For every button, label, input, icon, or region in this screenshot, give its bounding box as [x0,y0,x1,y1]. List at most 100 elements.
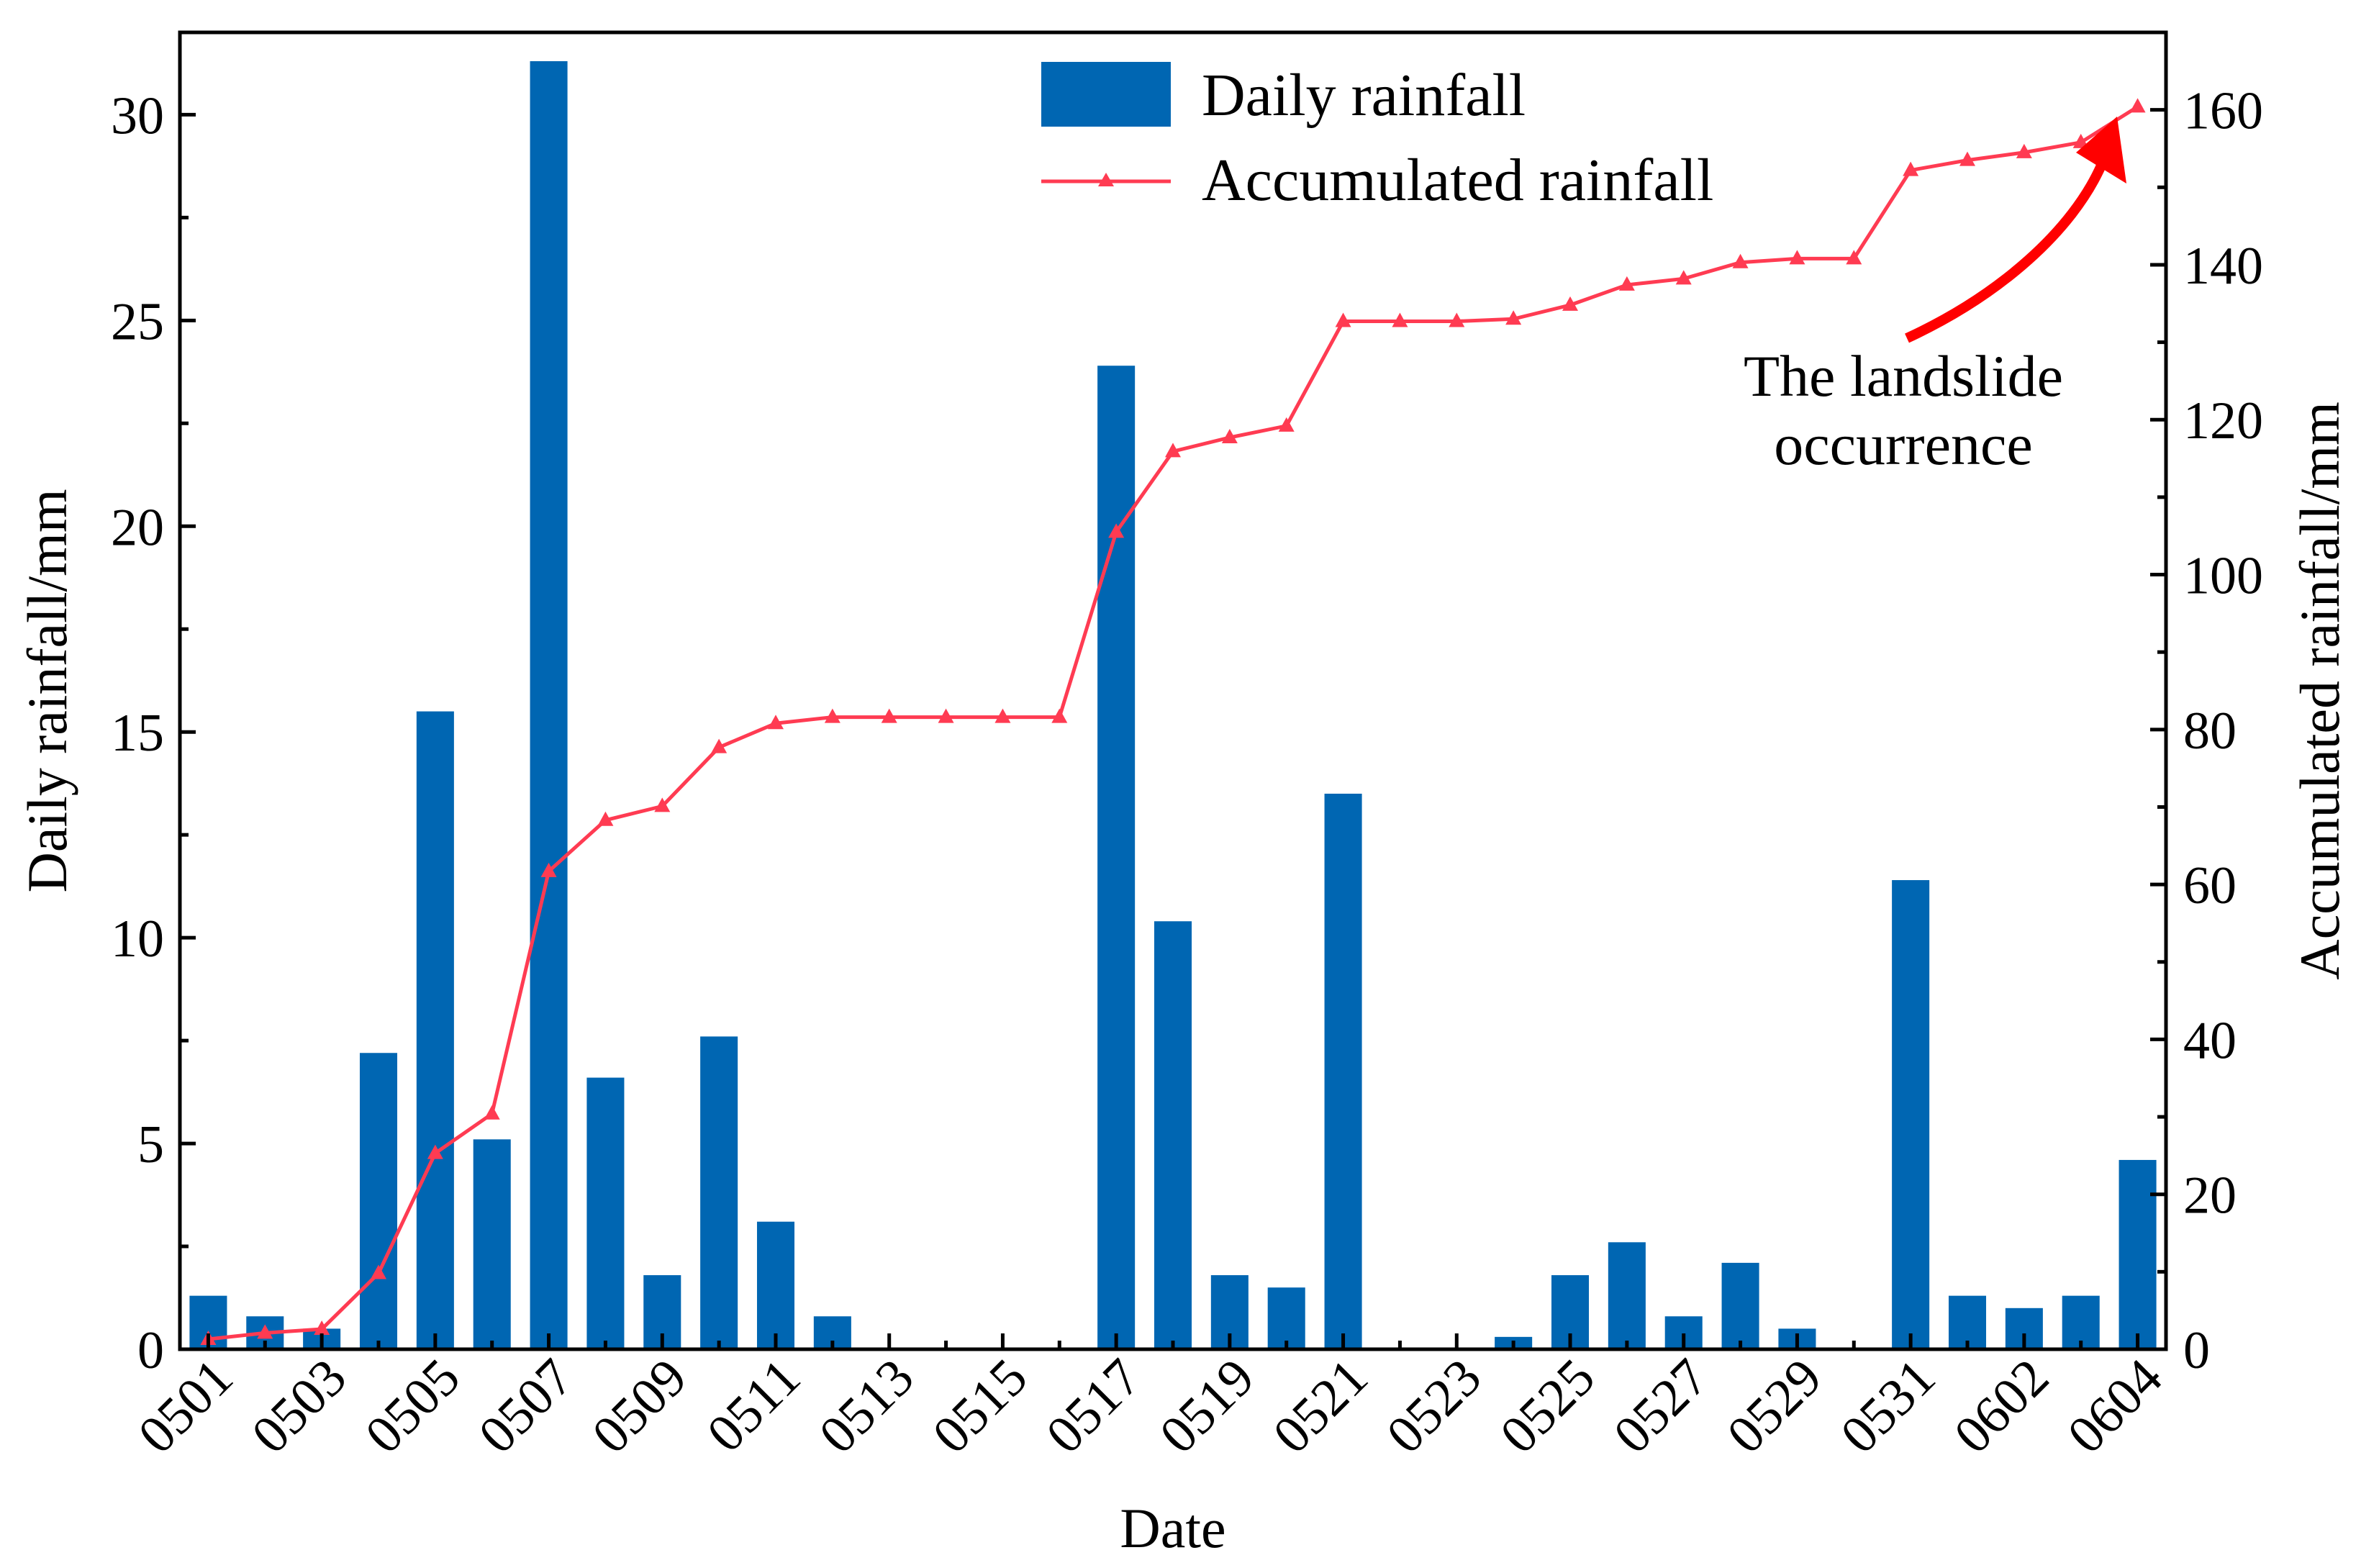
bar-0603 [2062,1295,2100,1349]
right-axis-ticks: 0 20 40 60 80 100 120 140 160 [2150,82,2263,1380]
y2-axis-title: Accumulated rainfall/mm [2288,402,2351,980]
point-0518 [1165,443,1181,458]
point-0520 [1278,417,1295,432]
point-0525 [1562,296,1578,311]
y2-tick-label: 60 [2183,856,2237,915]
y-axis-title: Daily rainfall/mm [16,489,78,892]
point-0529 [1789,250,1805,265]
point-0601 [1959,151,1975,166]
bar-0604 [2119,1159,2157,1349]
bar-0506 [473,1139,511,1349]
legend-label-daily: Daily rainfall [1202,62,1526,129]
point-0524 [1505,310,1522,325]
point-0527 [1675,270,1692,285]
y2-tick-label: 0 [2183,1321,2210,1380]
bar-0511 [756,1221,795,1349]
x-tick-label: 0529 [1716,1348,1834,1465]
legend-label-accumulated: Accumulated rainfall [1202,147,1713,214]
point-0531 [1903,161,1919,176]
line-series [200,98,2146,1346]
y2-tick-label: 100 [2183,547,2263,606]
bar-0510 [700,1036,738,1349]
point-0504 [371,1264,386,1279]
y-tick-label: 5 [137,1115,164,1174]
legend: Daily rainfall Accumulated rainfall [1041,62,1713,214]
bar-0518 [1154,921,1192,1349]
bar-0508 [586,1077,625,1349]
point-0511 [768,715,784,730]
point-0510 [711,738,728,753]
x-axis-ticks: 0501050305050507050905110513051505170519… [127,1333,2174,1465]
x-tick-label: 0523 [1376,1348,1493,1465]
point-0528 [1732,253,1749,268]
point-0522 [1392,312,1408,327]
point-0603 [2072,133,2089,148]
point-0519 [1221,428,1238,443]
y-tick-label: 30 [111,86,164,145]
x-tick-label: 0509 [581,1348,699,1465]
x-tick-label: 0531 [1830,1348,1947,1465]
point-0515 [994,708,1011,723]
bar-0507 [530,61,568,1349]
bar-0520 [1267,1287,1305,1349]
x-tick-label: 0513 [808,1348,925,1465]
bar-0528 [1721,1262,1759,1349]
x-tick-label: 0511 [696,1348,812,1464]
bar-0505 [416,711,454,1349]
annotation-arrowhead-icon [2076,117,2126,183]
point-0502 [257,1324,273,1339]
y-tick-label: 20 [111,498,164,557]
point-0507 [540,862,557,877]
x-axis-title: Date [1120,1497,1225,1559]
point-0604 [2129,98,2146,113]
point-0508 [597,811,614,826]
annotation-line-1: The landslide [1744,343,2063,409]
x-tick-label: 0505 [354,1348,471,1465]
point-0505 [427,1144,443,1159]
y-tick-label: 10 [111,910,164,969]
x-tick-label: 0604 [2057,1348,2174,1465]
y2-tick-label: 160 [2183,82,2263,141]
y-tick-label: 25 [111,292,164,351]
landslide-annotation: The landslide occurrence [1744,117,2126,477]
x-tick-label: 0517 [1036,1348,1153,1465]
y2-tick-label: 20 [2183,1166,2237,1225]
x-tick-label: 0503 [241,1348,358,1465]
bar-0521 [1324,793,1362,1349]
point-0516 [1051,708,1068,723]
x-tick-label: 0507 [468,1348,585,1465]
point-0526 [1618,276,1635,291]
x-tick-label: 0525 [1489,1348,1606,1465]
point-0513 [881,708,897,723]
point-0530 [1846,250,1862,265]
legend-marker-icon [1098,173,1114,186]
point-0602 [2016,143,2032,158]
bar-0504 [359,1053,398,1349]
bar-0526 [1608,1242,1646,1349]
bar-series [189,61,2157,1349]
left-axis-ticks: 0 5 10 15 20 25 30 [111,86,196,1380]
point-0517 [1108,523,1125,538]
legend-bar-swatch [1041,62,1171,127]
point-0509 [654,797,671,812]
x-tick-label: 0527 [1603,1348,1720,1465]
x-tick-label: 0515 [922,1348,1039,1465]
point-0503 [314,1320,330,1336]
point-0521 [1335,312,1351,327]
y2-tick-label: 140 [2183,237,2263,296]
y-tick-label: 15 [111,704,164,763]
bar-0601 [1948,1295,1987,1349]
annotation-line-2: occurrence [1774,412,2033,477]
annotation-arrow [1905,163,2106,343]
point-0512 [824,708,840,723]
y2-tick-label: 40 [2183,1011,2237,1070]
point-0506 [484,1105,500,1120]
point-0523 [1449,312,1465,327]
bar-0531 [1892,880,1930,1349]
x-tick-label: 0519 [1148,1348,1266,1465]
x-tick-label: 0602 [1943,1348,2060,1465]
point-0514 [938,708,954,723]
y2-tick-label: 80 [2183,702,2237,761]
y2-tick-label: 120 [2183,391,2263,450]
